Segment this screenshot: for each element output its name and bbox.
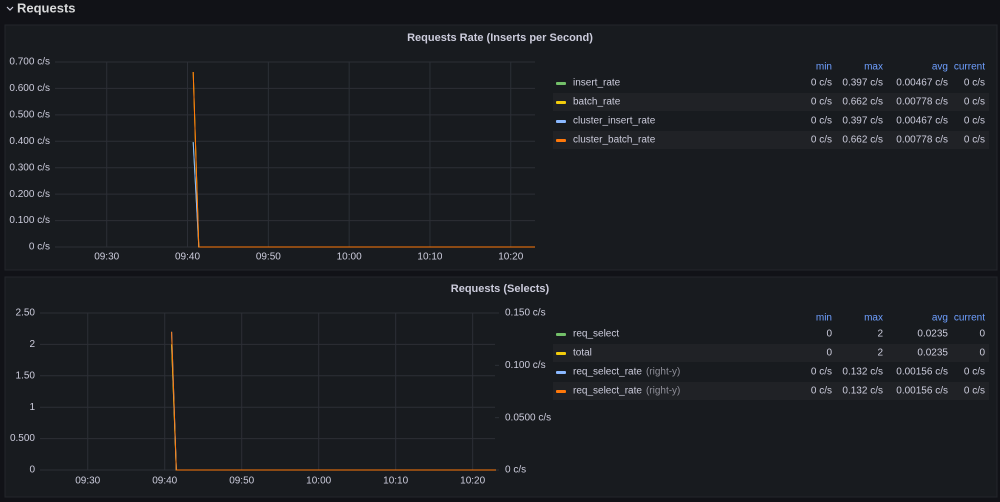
x-tick-label: 10:10 <box>417 252 442 263</box>
y2-tick-label: 0 c/s <box>505 465 526 476</box>
legend-stat: 0 c/s <box>811 116 832 127</box>
legend-stat: 0.132 c/s <box>842 367 883 378</box>
legend-row-bg <box>553 93 989 111</box>
legend-swatch <box>556 139 566 142</box>
y-tick-label: 1.50 <box>16 370 36 381</box>
x-tick-label: 09:30 <box>94 252 119 263</box>
y-tick-label: 0.700 c/s <box>9 57 50 68</box>
legend-stat: 0.00778 c/s <box>896 97 948 108</box>
legend-row-bg <box>553 344 989 362</box>
legend-row-bg <box>553 131 989 149</box>
y2-tick-label: 0.100 c/s <box>505 360 546 371</box>
legend-column-header: current <box>954 62 985 73</box>
legend-name[interactable]: batch_rate <box>573 97 621 108</box>
x-tick-label: 10:20 <box>498 252 523 263</box>
legend-stat: 2 <box>877 348 883 359</box>
legend-swatch <box>556 82 566 85</box>
series-line <box>171 331 496 471</box>
legend-name[interactable]: insert_rate <box>573 78 621 89</box>
y-tick-label: 0.600 c/s <box>9 83 50 94</box>
y-tick-label: 0 c/s <box>29 242 50 253</box>
legend-stat: 0 c/s <box>964 135 985 146</box>
legend-column-header: min <box>816 62 832 73</box>
y-tick-label: 0 <box>29 465 35 476</box>
x-tick-label: 09:40 <box>175 252 200 263</box>
legend-name[interactable]: cluster_insert_rate <box>573 116 656 127</box>
legend-stat: 0 c/s <box>811 78 832 89</box>
x-tick-label: 09:40 <box>152 476 177 487</box>
legend-name[interactable]: req_select <box>573 329 619 340</box>
x-tick-label: 10:00 <box>306 476 331 487</box>
x-tick-label: 10:20 <box>460 476 485 487</box>
legend-column-header: avg <box>932 62 948 73</box>
legend-swatch <box>556 101 566 104</box>
y-tick-label: 1 <box>29 402 35 413</box>
legend-stat: 0 c/s <box>811 97 832 108</box>
legend-name[interactable]: total <box>573 348 592 359</box>
legend-stat: 0.662 c/s <box>842 135 883 146</box>
legend-stat: 0 c/s <box>811 386 832 397</box>
y-tick-label: 0.500 <box>10 433 35 444</box>
legend-stat: 0.0235 <box>917 348 948 359</box>
y-tick-label: 2.50 <box>16 308 36 319</box>
legend-swatch <box>556 352 566 355</box>
legend-stat: 0.662 c/s <box>842 97 883 108</box>
legend-stat: 0 <box>979 329 985 340</box>
legend-stat: 0 c/s <box>811 135 832 146</box>
legend-column-header: max <box>864 62 883 73</box>
x-tick-label: 09:30 <box>75 476 100 487</box>
x-tick-label: 09:50 <box>229 476 254 487</box>
y-tick-label: 0.200 c/s <box>9 189 50 200</box>
legend-stat: 0 c/s <box>964 367 985 378</box>
x-tick-label: 10:00 <box>337 252 362 263</box>
legend-stat: 0 c/s <box>964 78 985 89</box>
y2-tick-label: 0.150 c/s <box>505 308 546 319</box>
panel-title: Requests Rate (Inserts per Second) <box>407 32 593 44</box>
legend-axis-note: (right-y) <box>646 386 680 397</box>
legend-column-header: max <box>864 313 883 324</box>
legend-name[interactable]: req_select_rate <box>573 367 642 378</box>
legend-stat: 0.00778 c/s <box>896 135 948 146</box>
y-tick-label: 0.300 c/s <box>9 162 50 173</box>
legend-stat: 0.00467 c/s <box>896 78 948 89</box>
legend-stat: 0.00467 c/s <box>896 116 948 127</box>
legend-stat: 0 c/s <box>964 386 985 397</box>
legend-column-header: min <box>816 313 832 324</box>
panel-title: Requests (Selects) <box>451 283 550 295</box>
legend-swatch <box>556 390 566 393</box>
legend-stat: 0.132 c/s <box>842 386 883 397</box>
legend-stat: 0 <box>826 348 832 359</box>
row-title[interactable]: Requests <box>17 0 76 15</box>
legend-stat: 0.397 c/s <box>842 116 883 127</box>
y-tick-label: 0.400 c/s <box>9 136 50 147</box>
y-tick-label: 2 <box>29 339 35 350</box>
legend-stat: 0 c/s <box>964 97 985 108</box>
y-tick-label: 0.500 c/s <box>9 109 50 120</box>
x-tick-label: 10:10 <box>383 476 408 487</box>
legend-stat: 0 <box>826 329 832 340</box>
x-tick-label: 09:50 <box>256 252 281 263</box>
legend-stat: 0.00156 c/s <box>896 386 948 397</box>
legend-swatch <box>556 371 566 374</box>
legend-row-bg <box>553 382 989 400</box>
legend-column-header: current <box>954 313 985 324</box>
legend-stat: 2 <box>877 329 883 340</box>
legend-name[interactable]: cluster_batch_rate <box>573 135 656 146</box>
legend-stat: 0 <box>979 348 985 359</box>
series-line <box>192 71 535 248</box>
legend-stat: 0 c/s <box>964 116 985 127</box>
legend-name[interactable]: req_select_rate <box>573 386 642 397</box>
collapse-chevron[interactable] <box>6 6 14 11</box>
legend-swatch <box>556 120 566 123</box>
legend-stat: 0.00156 c/s <box>896 367 948 378</box>
y2-tick-label: 0.0500 c/s <box>505 412 551 423</box>
y-tick-label: 0.100 c/s <box>9 215 50 226</box>
legend-axis-note: (right-y) <box>646 367 680 378</box>
legend-column-header: avg <box>932 313 948 324</box>
legend-stat: 0.0235 <box>917 329 948 340</box>
legend-stat: 0.397 c/s <box>842 78 883 89</box>
legend-stat: 0 c/s <box>811 367 832 378</box>
legend-swatch <box>556 333 566 336</box>
